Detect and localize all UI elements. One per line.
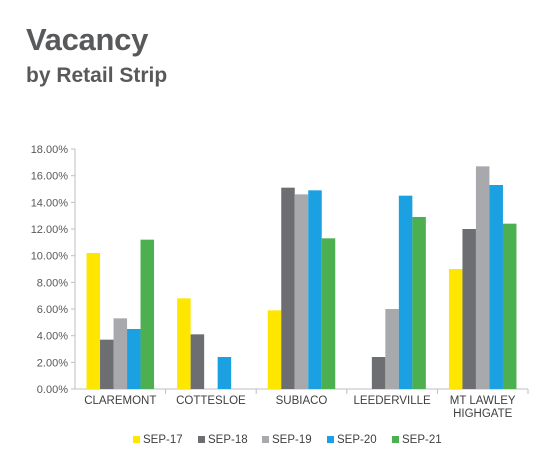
chart-subtitle: by Retail Strip [26,64,168,87]
bar-sep-21-claremont [140,239,155,389]
y-tick-label: 0.00% [37,384,68,396]
bar-sep-18-claremont [100,339,114,389]
bar-sep-20-mt-lawley-highgate [489,185,503,389]
y-tick-label: 12.00% [31,224,69,236]
bar-sep-17-subiaco [267,310,282,389]
bar-sep-18-cottesloe [190,334,205,389]
bar-sep-21-mt-lawley-highgate [502,223,517,389]
bar-sep-17-claremont [86,253,101,389]
legend-swatch-sep-19 [262,436,269,443]
bar-sep-20-claremont [127,329,141,389]
legend-swatch-sep-18 [198,436,205,443]
category-label: HIGHGATE [453,408,513,420]
legend-label: SEP-17 [143,434,183,446]
bar-sep-18-subiaco [281,187,295,389]
y-tick-label: 14.00% [31,197,69,209]
bar-sep-21-leederville [412,217,426,389]
category-label: LEEDERVILLE [354,395,431,407]
legend-label: SEP-21 [402,434,442,446]
y-tick-label: 2.00% [37,357,68,369]
bar-sep-19-claremont [113,318,128,389]
legend-swatch-sep-21 [392,436,399,443]
bar-sep-21-subiaco [321,238,336,389]
category-label: MT LAWLEY [450,395,516,407]
y-tick-label: 10.00% [31,251,69,263]
legend-label: SEP-19 [272,434,312,446]
y-tick-label: 6.00% [37,304,68,316]
bar-sep-18-leederville [371,357,386,389]
y-tick-label: 16.00% [31,171,69,183]
bar-sep-20-subiaco [308,190,322,389]
bar-sep-19-leederville [385,309,399,389]
bar-sep-17-mt-lawley-highgate [448,269,463,389]
legend-label: SEP-20 [337,434,377,446]
category-label: SUBIACO [276,395,328,407]
y-tick-label: 18.00% [31,144,69,156]
bar-sep-17-cottesloe [177,298,191,389]
legend-swatch-sep-20 [327,436,334,443]
legend-swatch-sep-17 [133,436,140,443]
category-label: COTTESLOE [176,395,246,407]
category-label: CLAREMONT [84,395,156,407]
chart-title: Vacancy [26,22,149,57]
y-tick-label: 4.00% [37,331,68,343]
legend-label: SEP-18 [208,434,248,446]
bar-sep-20-leederville [398,195,413,389]
y-tick-label: 8.00% [37,277,68,289]
bar-sep-19-mt-lawley-highgate [475,166,490,389]
bar-sep-19-subiaco [294,194,309,389]
bar-sep-18-mt-lawley-highgate [462,229,476,389]
bar-sep-20-cottesloe [217,357,232,389]
